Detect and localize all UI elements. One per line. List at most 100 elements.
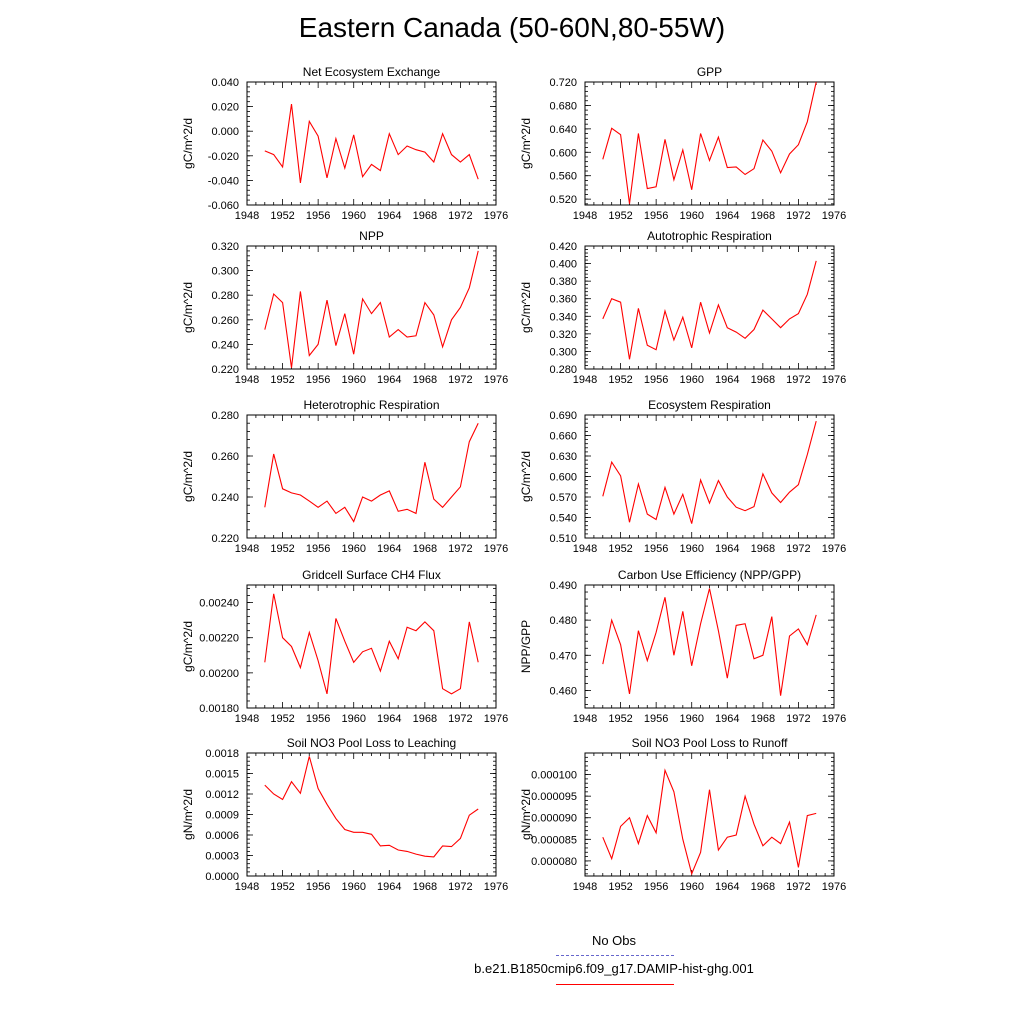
x-tick-label: 1972 bbox=[448, 881, 472, 893]
x-tick-label: 1972 bbox=[448, 374, 472, 386]
x-tick-label: 1976 bbox=[484, 713, 508, 725]
y-tick-label: 0.320 bbox=[211, 241, 239, 253]
y-tick-label: 0.460 bbox=[549, 685, 577, 697]
x-tick-label: 1968 bbox=[413, 543, 437, 555]
series-line bbox=[602, 260, 817, 360]
chart-panel-10: Soil NO3 Pool Loss to Runoff gN/m^2/d 1948… bbox=[519, 736, 846, 893]
y-axis-label: NPP/GPP bbox=[519, 620, 533, 673]
x-tick-label: 1948 bbox=[573, 374, 597, 386]
y-tick-label: 0.640 bbox=[549, 124, 577, 136]
y-tick-label: 0.360 bbox=[549, 294, 577, 306]
x-tick-label: 1964 bbox=[377, 543, 401, 555]
series-line bbox=[602, 420, 817, 524]
x-tick-label: 1948 bbox=[235, 881, 259, 893]
chart-title: Carbon Use Efficiency (NPP/GPP) bbox=[618, 568, 801, 582]
x-tick-label: 1964 bbox=[377, 713, 401, 725]
y-tick-label: 0.510 bbox=[549, 533, 577, 545]
x-tick-label: 1964 bbox=[377, 881, 401, 893]
y-tick-label: 0.630 bbox=[549, 451, 577, 463]
y-tick-label: -0.020 bbox=[208, 151, 239, 163]
y-tick-label: 0.300 bbox=[211, 266, 239, 278]
x-tick-label: 1960 bbox=[679, 374, 703, 386]
y-tick-label: -0.060 bbox=[208, 200, 239, 212]
y-tick-label: 0.280 bbox=[549, 364, 577, 376]
chart-title: Soil NO3 Pool Loss to Leaching bbox=[287, 736, 456, 750]
x-tick-label: 1964 bbox=[377, 374, 401, 386]
y-tick-label: 0.220 bbox=[211, 533, 239, 545]
y-tick-label: 0.600 bbox=[549, 147, 577, 159]
x-tick-label: 1956 bbox=[306, 210, 330, 222]
y-tick-label: 0.470 bbox=[549, 650, 577, 662]
chart-panel-2: GPP gC/m^2/d 1948 1952 1956 1960 1964 1968 1972 1… bbox=[519, 65, 846, 222]
x-tick-label: 1972 bbox=[786, 374, 810, 386]
series-line bbox=[264, 756, 479, 858]
y-tick-label: 0.320 bbox=[549, 329, 577, 341]
series-line bbox=[264, 422, 479, 523]
chart-panel-3: NPP gC/m^2/d 1948 1952 1956 1960 1964 1968 1972 1… bbox=[181, 229, 508, 386]
x-tick-label: 1968 bbox=[751, 543, 775, 555]
chart-panel-5: Heterotrophic Respiration gC/m^2/d 1948 195… bbox=[181, 398, 508, 555]
figure-title: Eastern Canada (50-60N,80-55W) bbox=[298, 12, 726, 43]
x-tick-label: 1960 bbox=[679, 713, 703, 725]
y-tick-label: 0.000095 bbox=[531, 791, 577, 803]
chart-title: GPP bbox=[697, 65, 722, 79]
y-axis-label: gC/m^2/d bbox=[519, 451, 533, 502]
y-tick-label: 0.690 bbox=[549, 410, 577, 422]
y-axis-label: gC/m^2/d bbox=[181, 118, 195, 169]
x-tick-label: 1968 bbox=[751, 374, 775, 386]
y-axis-label: gC/m^2/d bbox=[181, 451, 195, 502]
x-tick-label: 1948 bbox=[573, 210, 597, 222]
x-tick-label: 1976 bbox=[822, 713, 846, 725]
series-line bbox=[264, 250, 479, 368]
x-tick-label: 1948 bbox=[573, 543, 597, 555]
y-tick-label: 0.040 bbox=[211, 77, 239, 89]
x-tick-label: 1948 bbox=[235, 374, 259, 386]
x-tick-label: 1960 bbox=[679, 543, 703, 555]
chart-panel-7: Gridcell Surface CH4 Flux gC/m^2/d 1948 195… bbox=[181, 568, 508, 725]
chart-title: NPP bbox=[359, 229, 384, 243]
x-tick-label: 1964 bbox=[715, 713, 739, 725]
x-tick-label: 1964 bbox=[715, 210, 739, 222]
y-axis-label: gC/m^2/d bbox=[181, 282, 195, 333]
y-tick-label: 0.540 bbox=[549, 513, 577, 525]
x-tick-label: 1952 bbox=[270, 543, 294, 555]
x-tick-label: 1972 bbox=[786, 210, 810, 222]
x-tick-label: 1948 bbox=[573, 881, 597, 893]
y-tick-label: 0.480 bbox=[549, 615, 577, 627]
y-tick-label: 0.570 bbox=[549, 492, 577, 504]
series-line bbox=[602, 588, 817, 696]
x-tick-label: 1972 bbox=[448, 713, 472, 725]
y-tick-label: 0.340 bbox=[549, 311, 577, 323]
y-tick-label: 0.000100 bbox=[531, 770, 577, 782]
chart-panel-4: Autotrophic Respiration gC/m^2/d 1948 1952 1… bbox=[519, 229, 846, 386]
series-line bbox=[264, 593, 479, 695]
y-axis-label: gC/m^2/d bbox=[181, 621, 195, 672]
x-tick-label: 1968 bbox=[751, 210, 775, 222]
x-tick-label: 1956 bbox=[306, 543, 330, 555]
y-tick-label: 0.260 bbox=[211, 451, 239, 463]
series-line bbox=[264, 104, 479, 183]
x-tick-label: 1976 bbox=[822, 210, 846, 222]
y-tick-label: 0.240 bbox=[211, 492, 239, 504]
y-tick-label: 0.280 bbox=[211, 410, 239, 422]
x-tick-label: 1956 bbox=[306, 881, 330, 893]
x-tick-label: 1956 bbox=[644, 374, 668, 386]
y-tick-label: 0.000090 bbox=[531, 813, 577, 825]
chart-panel-1: Net Ecosystem Exchange gC/m^2/d 1948 1952 19… bbox=[181, 65, 508, 222]
x-tick-label: 1952 bbox=[608, 210, 632, 222]
y-tick-label: 0.020 bbox=[211, 102, 239, 114]
x-tick-label: 1952 bbox=[608, 881, 632, 893]
y-tick-label: 0.0018 bbox=[205, 748, 239, 760]
y-tick-label: 0.490 bbox=[549, 580, 577, 592]
x-tick-label: 1964 bbox=[715, 374, 739, 386]
x-tick-label: 1968 bbox=[751, 881, 775, 893]
y-tick-label: 0.720 bbox=[549, 77, 577, 89]
chart-title: Autotrophic Respiration bbox=[647, 229, 772, 243]
y-tick-label: 0.400 bbox=[549, 259, 577, 271]
chart-title: Heterotrophic Respiration bbox=[303, 398, 439, 412]
y-axis-label: gC/m^2/d bbox=[519, 118, 533, 169]
x-tick-label: 1960 bbox=[679, 210, 703, 222]
y-tick-label: 0.000080 bbox=[531, 856, 577, 868]
plot-frame bbox=[584, 414, 835, 539]
